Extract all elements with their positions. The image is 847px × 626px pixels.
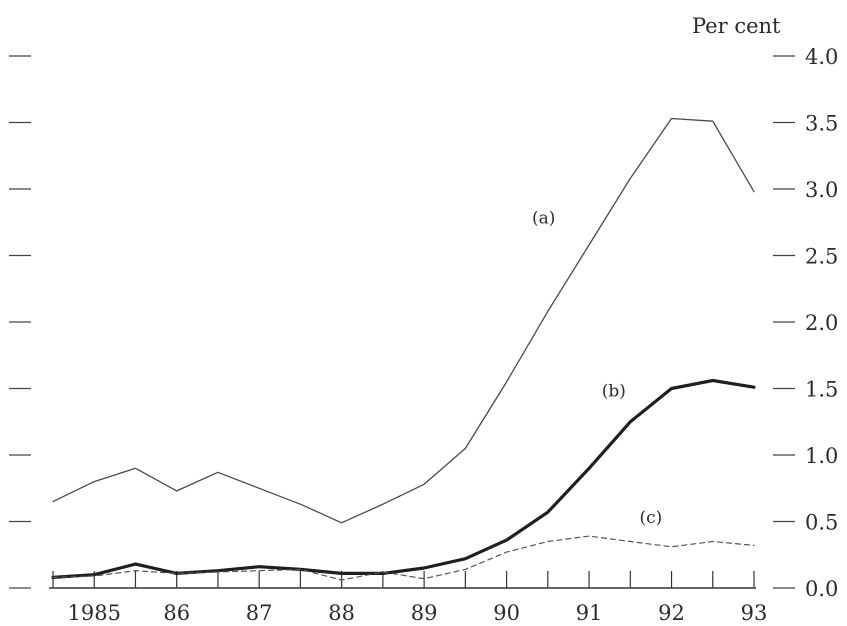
y-tick-label: 2.0 (805, 311, 838, 335)
x-tick-label: 86 (163, 601, 190, 621)
x-tick-labels: 1985 86 87 88 89 90 91 92 93 (68, 601, 768, 625)
x-tick-label: 93 (741, 601, 768, 621)
right-y-tick-labels: 0.0 0.5 1.0 1.5 2.0 2.5 3.0 3.5 4.0 (805, 45, 838, 601)
x-tick-label: 91 (576, 601, 603, 621)
y-axis-unit-label: Per cent (692, 14, 781, 38)
x-tick-label: 89 (411, 601, 438, 621)
right-tick-marks (773, 55, 795, 589)
series-line (52, 535, 755, 581)
series-labels: (a) (b) (c) (532, 209, 662, 528)
y-tick-label: 4.0 (805, 45, 838, 69)
y-tick-label: 0.0 (805, 577, 838, 601)
y-tick-label: 2.5 (805, 245, 838, 269)
y-tick-label: 3.5 (805, 112, 838, 136)
series-lines (51, 117, 756, 581)
series-line (51, 378, 756, 580)
y-tick-label: 0.5 (805, 511, 838, 535)
series-label: (a) (532, 209, 555, 229)
series-label: (c) (640, 508, 663, 528)
x-tick-label: 1985 (68, 601, 121, 621)
x-tick-label: 92 (658, 601, 685, 621)
x-axis (49, 571, 756, 589)
x-tick-label: 90 (493, 601, 520, 621)
series-line (52, 117, 755, 524)
x-tick-label: 88 (328, 601, 355, 621)
series-label: (b) (602, 381, 626, 401)
left-tick-marks (9, 55, 31, 589)
y-tick-label: 1.0 (805, 444, 838, 468)
y-tick-label: 1.5 (805, 378, 838, 402)
x-tick-label: 87 (246, 601, 273, 621)
y-tick-label: 3.0 (805, 178, 838, 202)
